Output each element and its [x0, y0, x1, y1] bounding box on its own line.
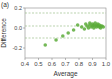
x-tick: [38, 58, 39, 60]
title: (a): [1, 1, 9, 9]
y-axis-label: Difference: [0, 18, 7, 48]
y-tick-label: 0.0: [14, 25, 22, 31]
y-tick: [23, 48, 25, 49]
x-tick: [52, 58, 53, 60]
x-tick-label: 0.9: [88, 61, 97, 67]
x-tick-label: 0.5: [34, 61, 43, 67]
point: [54, 38, 58, 42]
x-tick-label: 0.8: [75, 61, 84, 67]
point: [72, 28, 76, 32]
point: [66, 31, 70, 35]
x-tick-label: 0.4: [21, 61, 30, 67]
plot-area: [25, 13, 106, 47]
x-tick: [65, 58, 66, 60]
point: [102, 25, 106, 29]
y-tick-label: -0.2: [13, 45, 22, 51]
x-tick: [25, 58, 26, 60]
x-tick-label: 0.7: [61, 61, 70, 67]
reference-line: [25, 13, 106, 14]
plot-frame: [25, 8, 106, 58]
x-axis-label: Average: [53, 70, 77, 78]
reference-line: [25, 38, 106, 39]
point: [43, 43, 47, 47]
x-tick: [79, 58, 80, 60]
point: [83, 27, 87, 31]
y-tick: [23, 28, 25, 29]
y-tick: [23, 8, 25, 9]
point: [76, 23, 80, 27]
x-tick: [106, 58, 107, 60]
point: [61, 34, 65, 38]
x-tick-label: 1.0: [102, 61, 111, 67]
x-tick: [92, 58, 93, 60]
y-tick-label: 0.2: [14, 5, 22, 11]
chart: 0.4 0.5 0.6 0.7 0.8 0.9 1.0 -0.2 0.0 0.2 (a) Averag…: [0, 0, 112, 79]
x-tick-label: 0.6: [48, 61, 57, 67]
